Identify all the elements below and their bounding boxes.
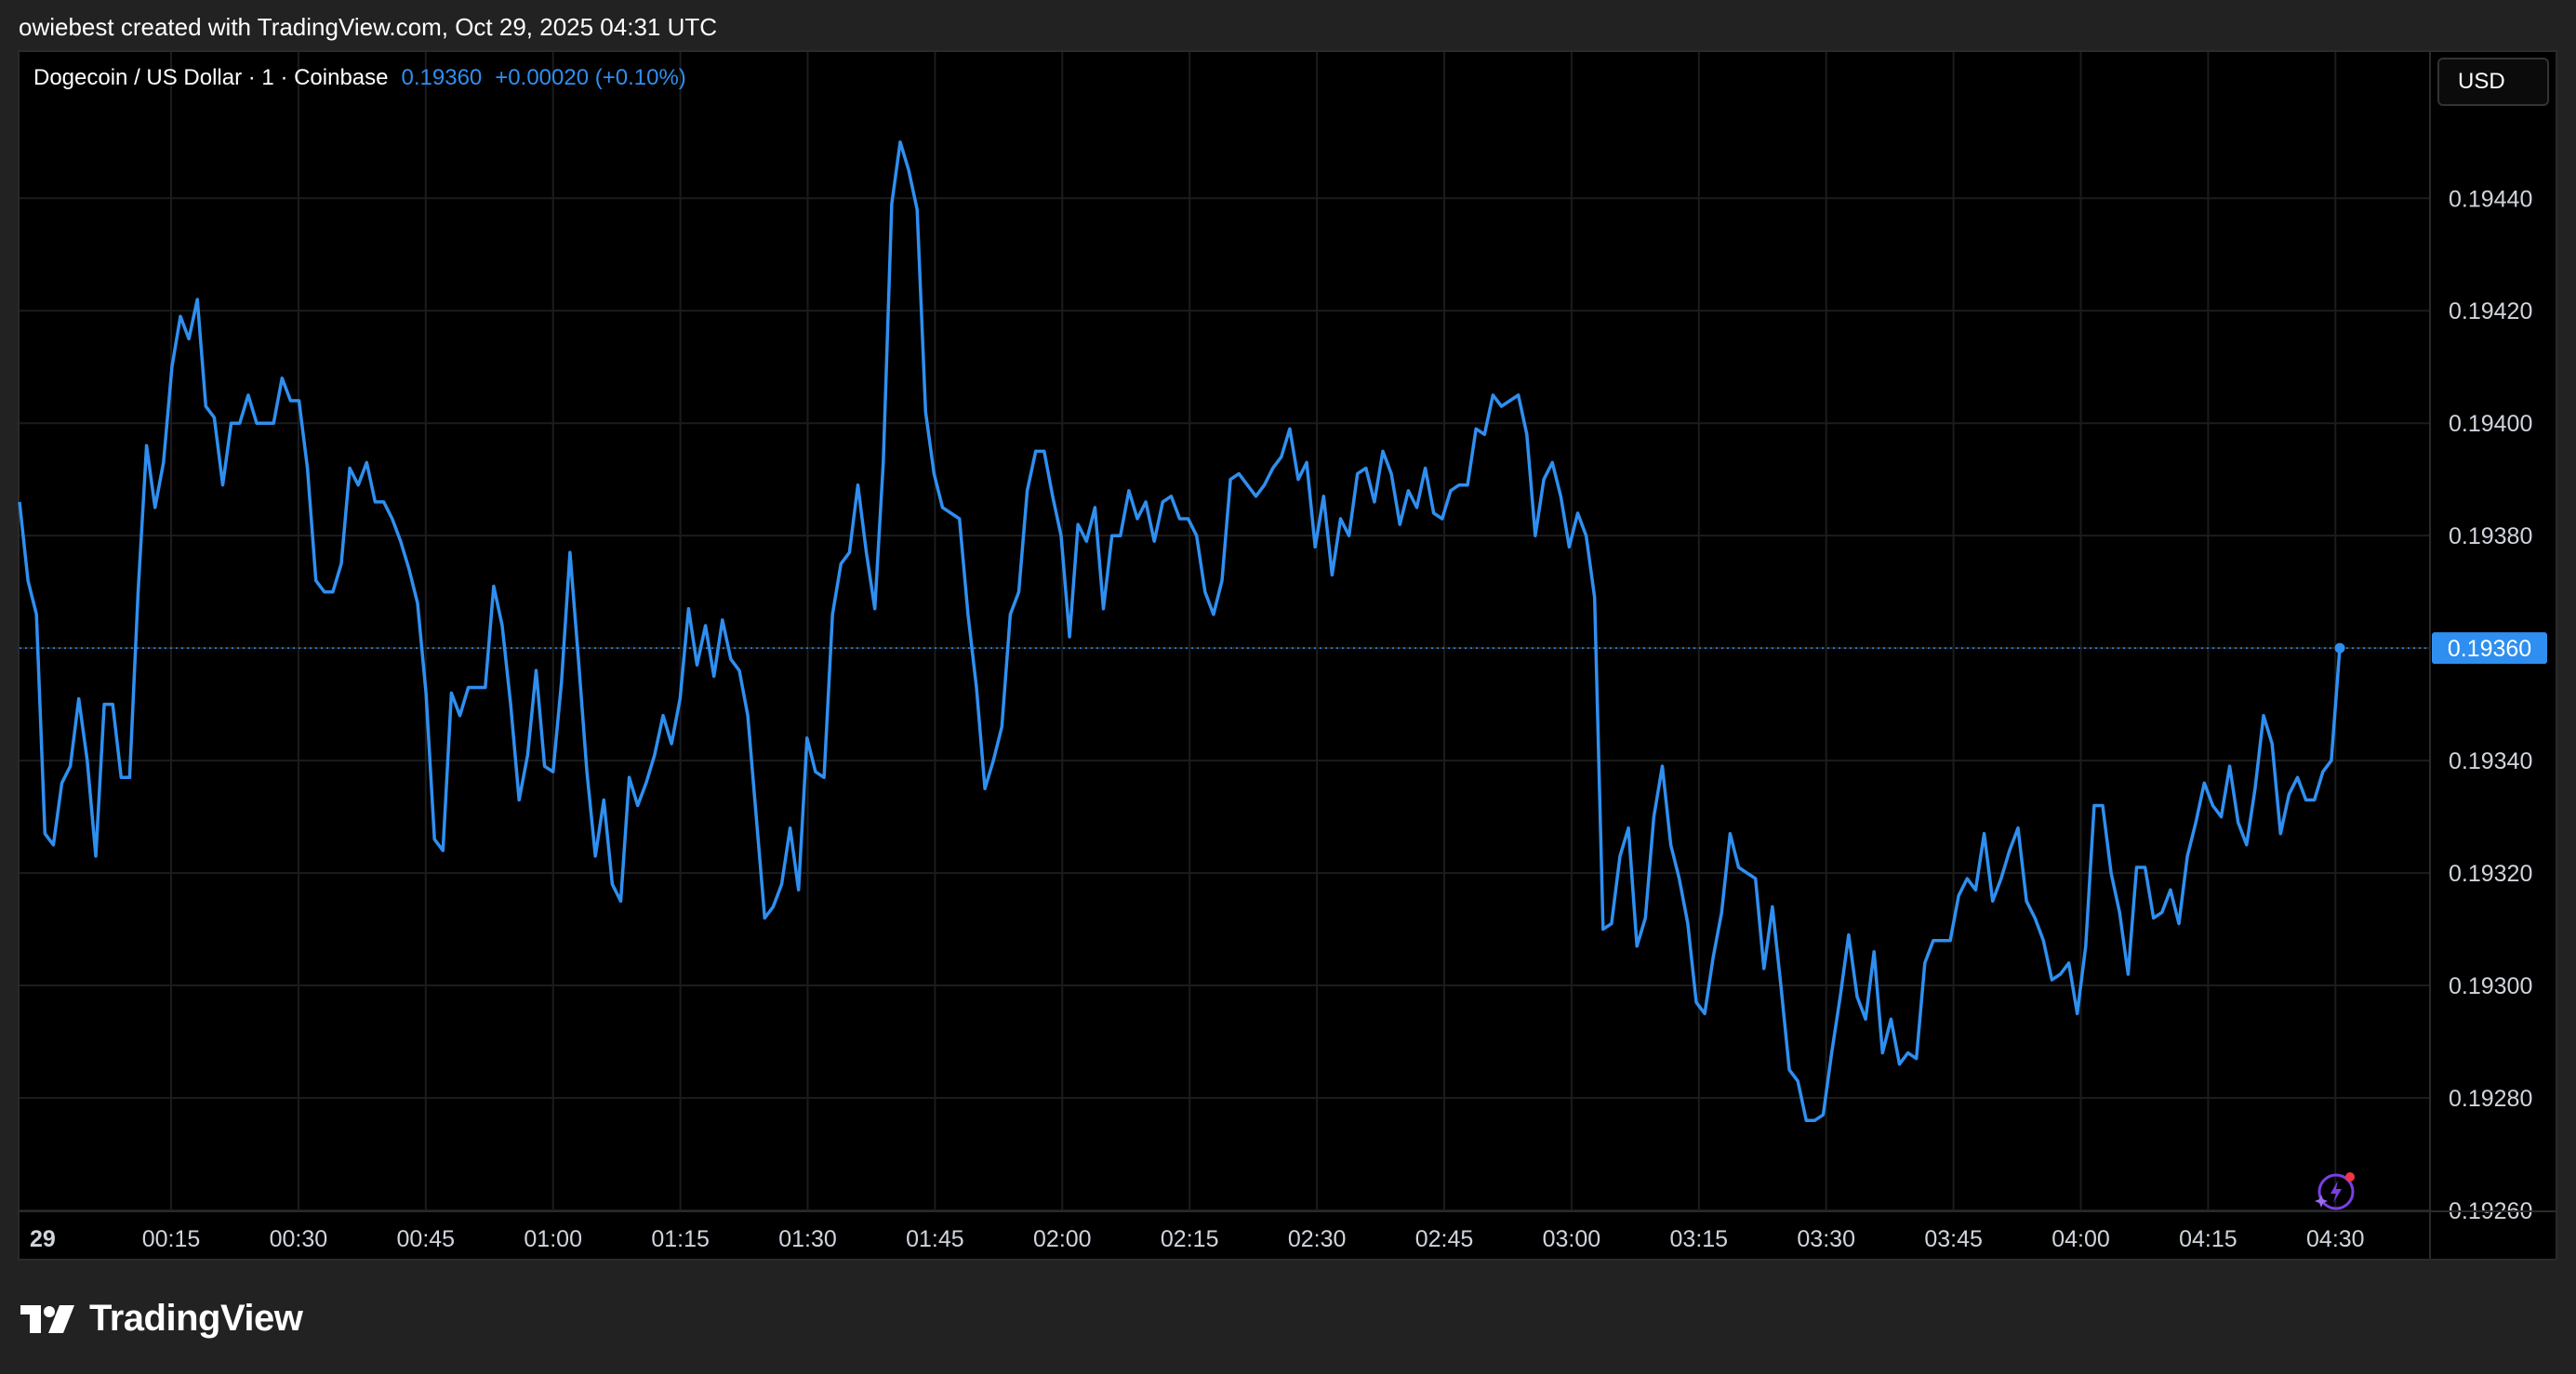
x-tick-label: 02:00 (1033, 1226, 1092, 1252)
x-tick-label: 02:45 (1415, 1226, 1474, 1252)
x-tick-label: 01:15 (651, 1226, 710, 1252)
x-tick-label: 01:30 (778, 1226, 837, 1252)
tradingview-logo-icon (20, 1304, 74, 1333)
x-tick-label: 03:15 (1670, 1226, 1729, 1252)
last-price-marker: 0.19360 (20, 632, 2547, 665)
chart-caption: owiebest created with TradingView.com, O… (19, 13, 718, 41)
last-price-dot (2334, 642, 2345, 654)
y-tick-label: 0.19440 (2449, 186, 2532, 212)
brand-footer[interactable]: TradingView (20, 1298, 303, 1340)
x-tick-label: 00:45 (397, 1226, 456, 1252)
y-tick-label: 0.19300 (2449, 973, 2532, 999)
price-tag-label: 0.19360 (2448, 636, 2531, 662)
price-line (18, 140, 2342, 1122)
y-tick-label: 0.19380 (2449, 523, 2532, 549)
brand-name: TradingView (89, 1298, 303, 1339)
x-tick-label: 03:00 (1543, 1226, 1601, 1252)
x-tick-label: 03:45 (1924, 1226, 1983, 1252)
x-tick-label: 01:45 (906, 1226, 964, 1252)
x-tick-label: 04:00 (2052, 1226, 2110, 1252)
legend-symbol[interactable]: Dogecoin / US Dollar · 1 · Coinbase (33, 65, 389, 90)
legend-change: +0.00020 (+0.10%) (495, 65, 686, 90)
x-tick-label: 04:30 (2306, 1226, 2365, 1252)
sparkle-lightning-icon[interactable] (2310, 1168, 2362, 1214)
y-tick-label: 0.19400 (2449, 411, 2532, 437)
x-tick-label: 01:00 (524, 1226, 582, 1252)
x-tick-label: 02:30 (1288, 1226, 1347, 1252)
y-tick-label: 0.19280 (2449, 1086, 2532, 1112)
x-tick-label: 03:30 (1797, 1226, 1855, 1252)
price-tag-box (2432, 632, 2547, 665)
chart-legend: Dogecoin / US Dollar · 1 · Coinbase 0.193… (33, 65, 686, 91)
chart-axes: 0.19440 0.19420 0.19400 0.19380 0.19360 0.193… (20, 52, 2557, 1261)
y-tick-label: 0.19320 (2449, 861, 2532, 887)
price-series (18, 140, 2342, 1122)
y-tick-label: 0.19340 (2449, 748, 2532, 774)
x-tick-label: 29 (30, 1226, 56, 1252)
chart-grid (20, 52, 2430, 1211)
legend-last-price: 0.19360 (401, 65, 483, 90)
x-tick-label: 04:15 (2179, 1226, 2237, 1252)
currency-button[interactable]: USD (2437, 58, 2549, 106)
x-tick-label: 02:15 (1161, 1226, 1219, 1252)
x-tick-label: 00:30 (270, 1226, 328, 1252)
x-tick-label: 00:15 (142, 1226, 201, 1252)
chart-frame[interactable] (18, 50, 2557, 1261)
y-tick-label: 0.19420 (2449, 298, 2532, 324)
